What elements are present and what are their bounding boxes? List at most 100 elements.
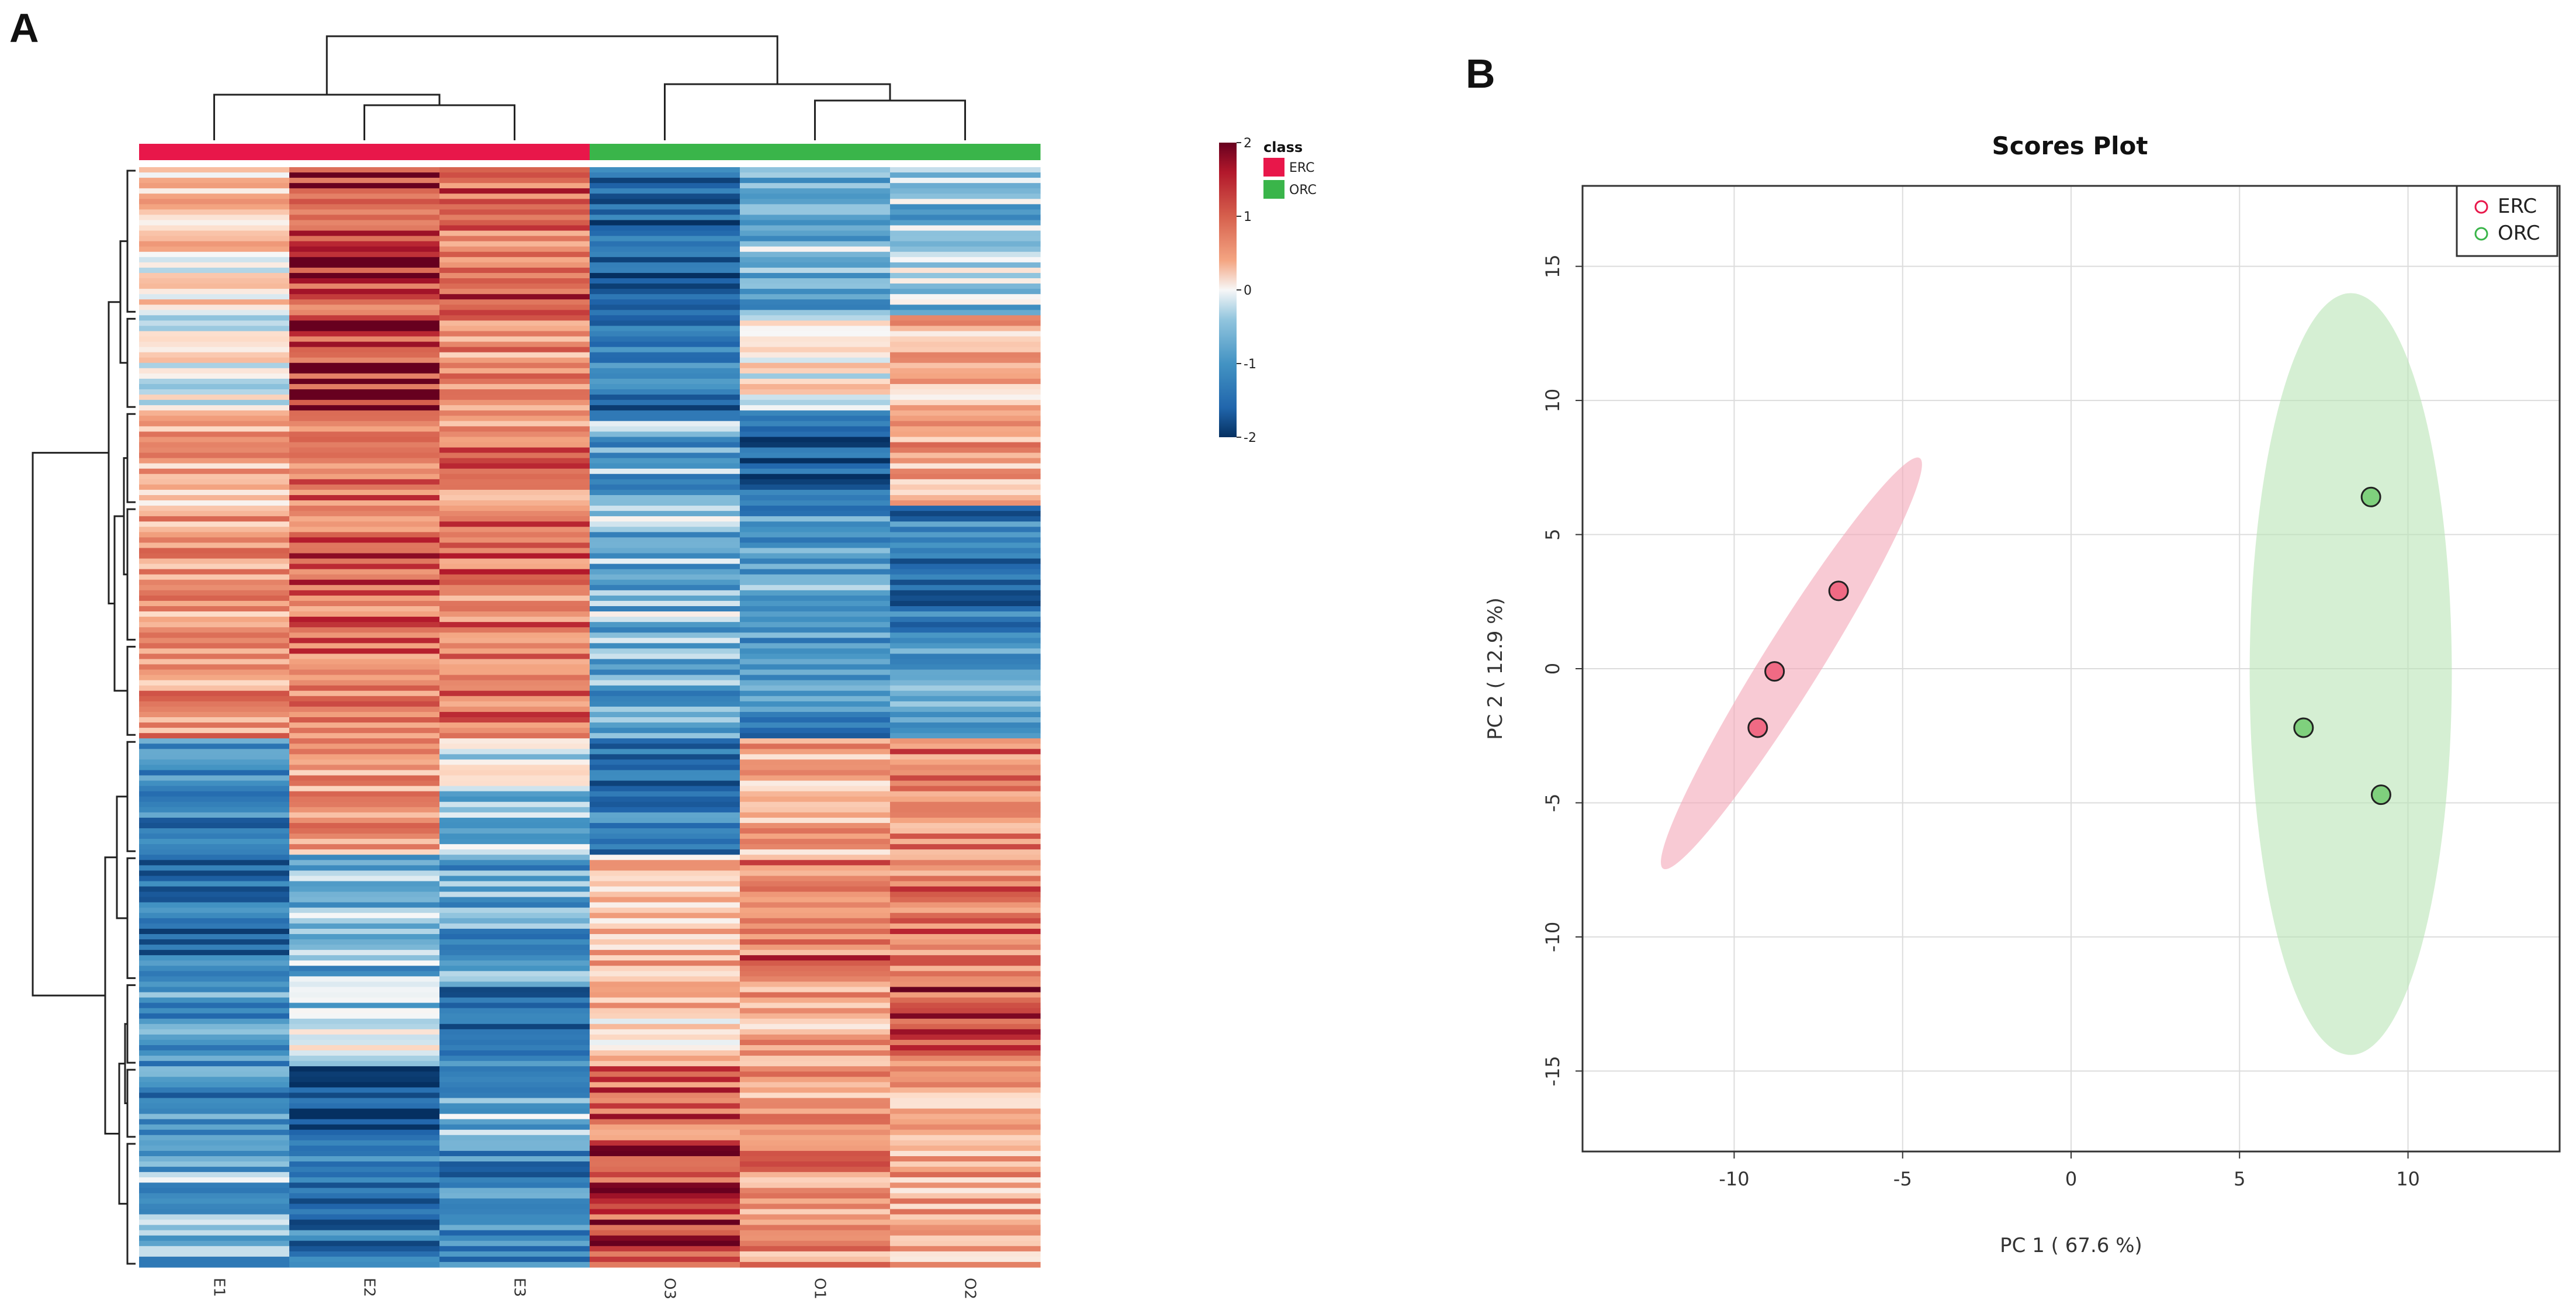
heatmap-cell bbox=[139, 638, 290, 644]
dendrogram-branch bbox=[118, 1063, 127, 1205]
heatmap-cell bbox=[289, 1182, 440, 1188]
heatmap-cell bbox=[139, 362, 290, 369]
heatmap-cell bbox=[590, 251, 740, 258]
heatmap-cell bbox=[740, 643, 891, 649]
heatmap-cell bbox=[289, 1198, 440, 1205]
heatmap-cell bbox=[890, 855, 1041, 860]
heatmap-cell bbox=[740, 828, 891, 834]
heatmap-cell bbox=[439, 759, 590, 766]
heatmap-cell bbox=[289, 1119, 440, 1125]
heatmap-cell bbox=[289, 305, 440, 310]
heatmap-cell bbox=[289, 341, 440, 348]
heatmap-cell bbox=[139, 966, 290, 971]
heatmap-cell bbox=[289, 183, 440, 189]
heatmap-cell bbox=[289, 1071, 440, 1077]
heatmap-cell bbox=[139, 463, 290, 469]
heatmap-cell bbox=[890, 759, 1041, 766]
heatmap-cell bbox=[439, 907, 590, 914]
heatmap-cell bbox=[439, 1108, 590, 1115]
heatmap-cell bbox=[439, 791, 590, 797]
heatmap-cell bbox=[139, 548, 290, 554]
heatmap-cell bbox=[439, 426, 590, 433]
heatmap-cell bbox=[590, 945, 740, 950]
heatmap-cell bbox=[139, 1124, 290, 1130]
heatmap-cell bbox=[590, 749, 740, 755]
heatmap-cell bbox=[139, 960, 290, 966]
heatmap-cell bbox=[139, 1023, 290, 1030]
heatmap-cell bbox=[439, 178, 590, 184]
heatmap-cell bbox=[890, 907, 1041, 914]
heatmap-cell bbox=[439, 416, 590, 421]
heatmap-cell bbox=[590, 897, 740, 903]
heatmap-cell bbox=[289, 199, 440, 205]
heatmap-cell bbox=[289, 987, 440, 993]
class-legend-swatch bbox=[1263, 158, 1284, 177]
heatmap-cell bbox=[439, 738, 590, 744]
heatmap-cell bbox=[590, 855, 740, 860]
heatmap-cell bbox=[289, 167, 440, 173]
dendrogram-branch bbox=[326, 35, 778, 95]
heatmap-cell bbox=[139, 331, 290, 337]
heatmap-cell bbox=[890, 563, 1041, 570]
heatmap-cell bbox=[439, 1087, 590, 1094]
heatmap-cell bbox=[740, 749, 891, 755]
heatmap-cell bbox=[890, 1261, 1041, 1268]
heatmap-cell bbox=[740, 659, 891, 665]
heatmap-cell bbox=[590, 1251, 740, 1257]
heatmap-cell bbox=[740, 225, 891, 231]
heatmap-cell bbox=[740, 765, 891, 771]
heatmap-cell bbox=[890, 1050, 1041, 1056]
heatmap-cell bbox=[890, 1246, 1041, 1252]
heatmap-cell bbox=[590, 458, 740, 464]
heatmap-cell bbox=[139, 1172, 290, 1178]
heatmap-cell bbox=[139, 294, 290, 300]
orc-score-point bbox=[2293, 717, 2314, 738]
heatmap-cell bbox=[289, 971, 440, 977]
heatmap-cell bbox=[890, 1034, 1041, 1040]
heatmap-cell bbox=[439, 305, 590, 310]
heatmap-cell bbox=[740, 690, 891, 697]
heatmap-cell bbox=[890, 617, 1041, 623]
heatmap-cell bbox=[590, 405, 740, 411]
heatmap-cell bbox=[890, 331, 1041, 337]
heatmap-cell bbox=[439, 876, 590, 882]
heatmap-cell bbox=[289, 326, 440, 332]
heatmap-cell bbox=[139, 437, 290, 443]
heatmap-cell bbox=[139, 553, 290, 559]
heatmap-cell bbox=[590, 786, 740, 792]
heatmap-cell bbox=[139, 558, 290, 565]
heatmap-cell bbox=[439, 939, 590, 945]
heatmap-cell bbox=[439, 786, 590, 792]
heatmap-cell bbox=[289, 389, 440, 395]
heatmap-cell bbox=[289, 997, 440, 1004]
heatmap-cell bbox=[289, 881, 440, 887]
heatmap-cell bbox=[439, 728, 590, 734]
heatmap-cell bbox=[139, 754, 290, 760]
heatmap-cell bbox=[890, 1045, 1041, 1051]
heatmap-cell bbox=[139, 939, 290, 945]
heatmap-cell bbox=[740, 542, 891, 549]
heatmap-cell bbox=[890, 458, 1041, 464]
heatmap-cell bbox=[890, 834, 1041, 839]
heatmap-cell bbox=[139, 347, 290, 353]
heatmap-cell bbox=[740, 834, 891, 839]
heatmap-cell bbox=[439, 976, 590, 983]
heatmap-cell bbox=[890, 780, 1041, 787]
heatmap-cell bbox=[590, 452, 740, 459]
class-legend-label: ERC bbox=[1289, 161, 1314, 175]
heatmap-cell bbox=[590, 1204, 740, 1210]
heatmap-cell bbox=[590, 437, 740, 443]
heatmap-cell bbox=[890, 992, 1041, 998]
heatmap-cell bbox=[139, 791, 290, 797]
dendrogram-branch bbox=[126, 508, 136, 641]
heatmap-cell bbox=[740, 1034, 891, 1040]
y-tick-label: 10 bbox=[1542, 389, 1564, 413]
heatmap-cell bbox=[890, 643, 1041, 649]
heatmap-cell bbox=[890, 717, 1041, 723]
plot-legend-box bbox=[2456, 185, 2558, 257]
class-legend-label: ORC bbox=[1289, 183, 1317, 198]
heatmap-cell bbox=[439, 966, 590, 971]
heatmap-cell bbox=[439, 770, 590, 776]
heatmap-cell bbox=[439, 606, 590, 612]
x-axis-title: PC 1 ( 67.6 %) bbox=[2000, 1234, 2142, 1257]
